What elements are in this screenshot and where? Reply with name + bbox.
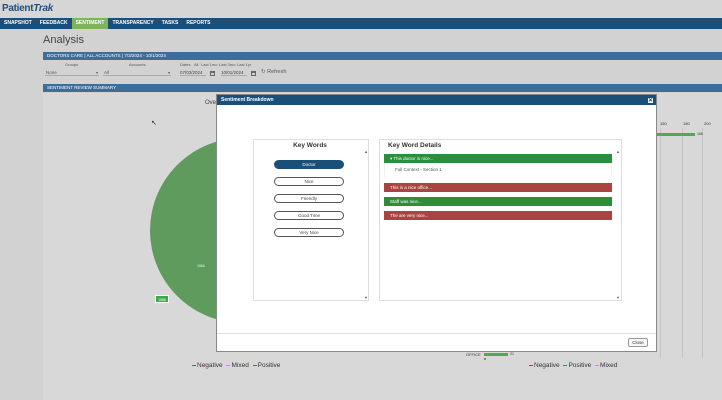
pie-inner-label: 1586 (197, 264, 205, 268)
modal-title: Sentiment Breakdown (221, 97, 274, 103)
chart-title-partial: Ove (205, 100, 217, 106)
legend-swatch-mixed (226, 364, 231, 366)
range-all[interactable]: All (194, 62, 199, 67)
calendar-icon[interactable] (210, 71, 215, 76)
detail-row-positive[interactable]: Staff was nice... (384, 197, 612, 206)
legend-swatch-positive (252, 364, 257, 366)
end-date-input[interactable]: 10/01/2024 (221, 69, 247, 76)
keyword-very-nice[interactable]: Very Nice (274, 228, 344, 237)
scroll-up-icon[interactable]: ▲ (364, 149, 368, 154)
app-header: PatientTrak (0, 0, 722, 18)
legend-swatch-positive (563, 364, 568, 366)
start-date-input[interactable]: 07/03/2024 (180, 69, 206, 76)
legend-swatch-mixed (595, 364, 600, 366)
filter-area: Groups None ▾ Accounts All ▾ Dates All Las… (43, 61, 722, 81)
legend-negative[interactable]: Negative (534, 362, 560, 369)
groups-select[interactable]: None ▾ (45, 69, 99, 76)
detail-row-negative[interactable]: This is a nice office... (384, 183, 612, 192)
patienttrak-logo[interactable]: PatientTrak (2, 3, 53, 14)
axis-tick: 200 (704, 121, 711, 126)
nav-reports[interactable]: REPORTS (186, 20, 211, 26)
nav-tasks[interactable]: TASKS (161, 20, 179, 26)
bar-office-small[interactable] (484, 358, 486, 360)
dates-label: Dates (180, 62, 191, 67)
accounts-select[interactable]: All ▾ (103, 69, 171, 76)
office-axis-label: OFFICE (466, 352, 481, 357)
range-1mo[interactable]: Last 1mo (201, 62, 218, 67)
legend-negative[interactable]: Negative (197, 362, 223, 369)
keyword-nice[interactable]: Nice (274, 177, 344, 186)
refresh-icon: ↻ (261, 69, 266, 75)
detail-row-negative[interactable]: The are very nice... (384, 211, 612, 220)
groups-label: Groups (65, 62, 79, 67)
close-button[interactable]: Close (628, 338, 648, 347)
groups-value: None (46, 70, 57, 75)
keyword-doctor[interactable]: Doctor (274, 160, 344, 169)
office-value-label: 21 (510, 352, 514, 356)
bar-office[interactable] (484, 353, 508, 356)
bar-value-label: 166 (697, 132, 703, 136)
grid-line (682, 128, 683, 358)
keywords-title: Key Words (293, 142, 327, 149)
chevron-down-icon: ▾ (167, 70, 170, 75)
keywords-scrollbar[interactable]: ▲ ▼ (364, 140, 368, 300)
keyword-good-time[interactable]: Good Time (274, 211, 344, 220)
detail-row-positive[interactable]: ▾ This doctor is nice... (384, 154, 612, 163)
grid-line (660, 128, 661, 358)
bar-legend: Negative Positive Mixed (527, 362, 617, 369)
sentiment-breakdown-modal: Sentiment Breakdown ✕ Key Words Doctor N… (216, 94, 657, 352)
refresh-button[interactable]: ↻ Refresh (261, 69, 286, 75)
axis-tick: 180 (683, 121, 690, 126)
main-nav: SNAPSHOT FEEDBACK SENTIMENT TRANSPARENCY… (0, 18, 722, 29)
legend-swatch-negative (529, 364, 533, 366)
mouse-cursor-icon: ↖ (151, 120, 157, 127)
accounts-value: All (104, 70, 110, 75)
detail-context-row[interactable]: Full Context - Section 1 (384, 163, 612, 177)
pie-tag: 1586 (155, 295, 169, 303)
logo-accent: Trak (33, 3, 53, 14)
grid-line (702, 128, 703, 358)
logo-text: Patient (2, 3, 34, 14)
nav-transparency[interactable]: TRANSPARENCY (112, 20, 154, 26)
accounts-label: Accounts (129, 62, 146, 67)
scroll-down-icon[interactable]: ▼ (616, 295, 620, 300)
scroll-up-icon[interactable]: ▲ (616, 149, 620, 154)
close-icon[interactable]: ✕ (647, 96, 654, 104)
summary-bar: SENTIMENT REVIEW SUMMARY (43, 84, 722, 92)
details-title: Key Word Details (388, 142, 442, 149)
legend-mixed[interactable]: Mixed (600, 362, 618, 369)
legend-positive[interactable]: Positive (257, 362, 281, 369)
nav-snapshot[interactable]: SNAPSHOT (4, 20, 32, 26)
details-scrollbar[interactable]: ▲ ▼ (616, 140, 620, 300)
chevron-down-icon: ▾ (95, 70, 98, 75)
scroll-down-icon[interactable]: ▼ (364, 295, 368, 300)
range-1yr[interactable]: Last 1yr (237, 62, 252, 67)
legend-swatch-negative (192, 364, 196, 366)
keyword-details-panel: Key Word Details ▾ This doctor is nice..… (379, 139, 622, 301)
legend-mixed[interactable]: Mixed (231, 362, 249, 369)
axis-tick: 150 (660, 121, 667, 126)
page-title: Analysis (43, 34, 84, 46)
pie-legend: Negative Mixed Positive (190, 362, 280, 369)
legend-positive[interactable]: Positive (568, 362, 592, 369)
modal-header: Sentiment Breakdown ✕ (217, 95, 656, 105)
refresh-label: Refresh (267, 69, 287, 75)
calendar-icon[interactable] (251, 71, 256, 76)
nav-feedback[interactable]: FEEDBACK (39, 20, 68, 26)
nav-sentiment[interactable]: SENTIMENT (71, 18, 109, 29)
range-3mo[interactable]: Last 3mo (219, 62, 236, 67)
modal-footer: Close (217, 333, 656, 351)
bar-positive[interactable] (657, 133, 695, 136)
context-bar: DOCTORS CARE | ALL ACCOUNTS | 7/3/2024 -… (43, 52, 722, 60)
keyword-friendly[interactable]: Friendly (274, 194, 344, 203)
keywords-panel: Key Words Doctor Nice Friendly Good Time… (253, 139, 369, 301)
